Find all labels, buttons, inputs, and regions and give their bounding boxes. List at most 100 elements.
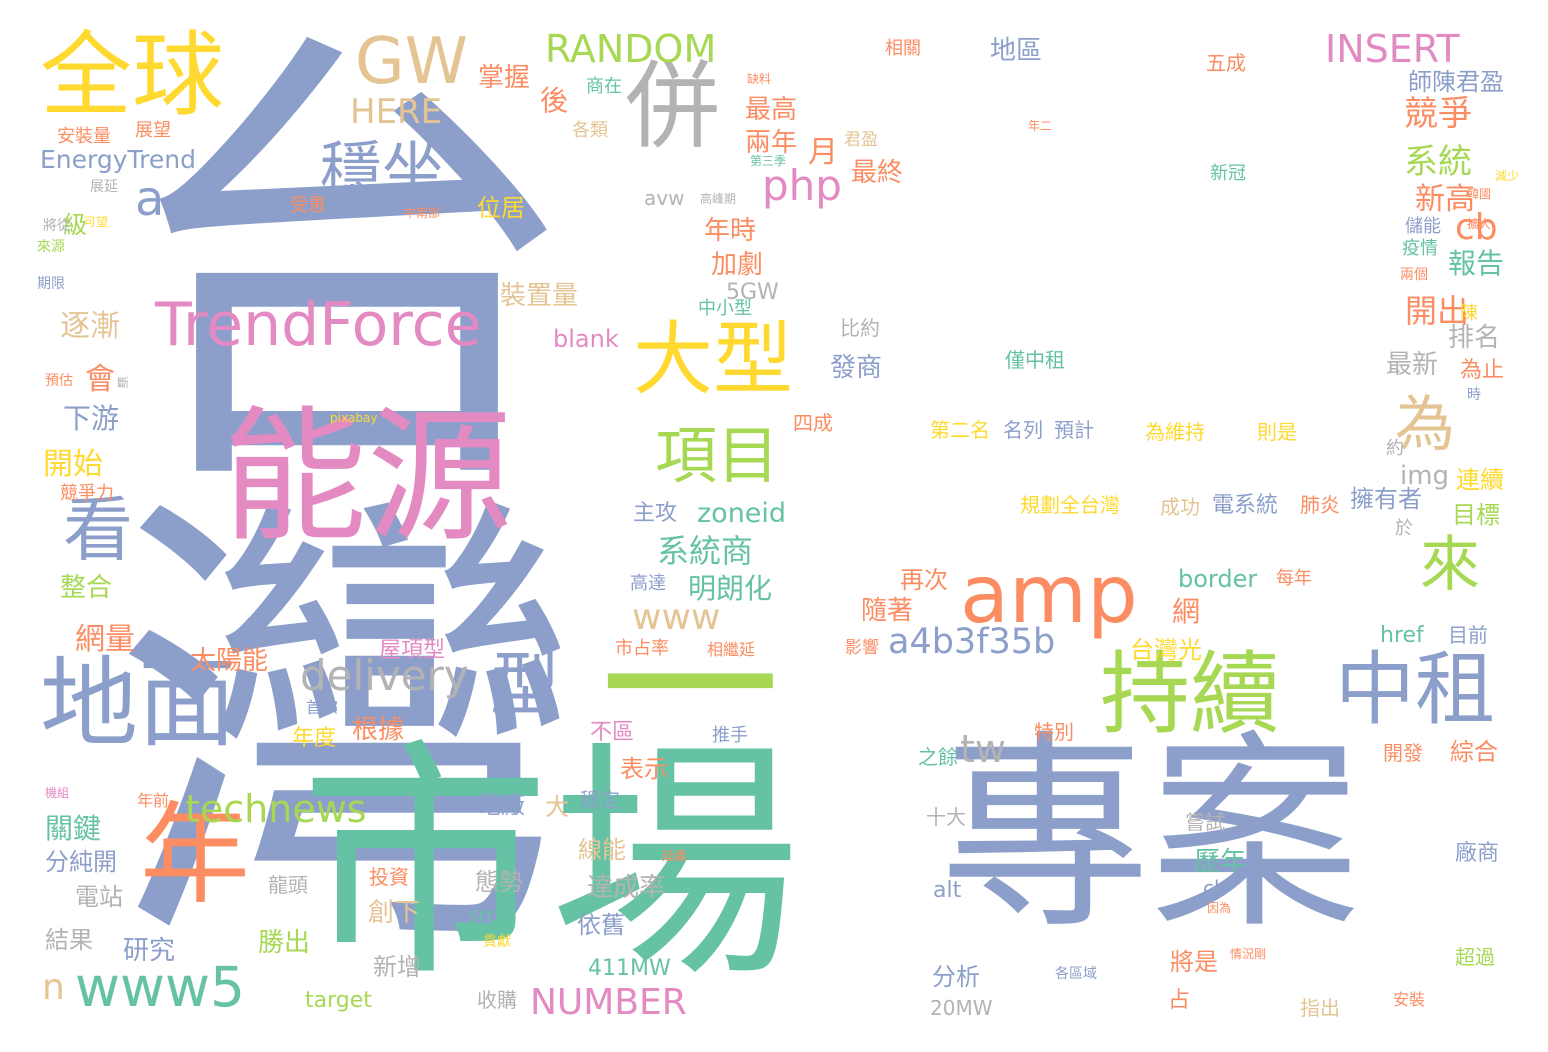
word-578b: 型 [490, 644, 560, 726]
word-5e025834: 市場 [300, 719, 800, 1010]
word-97d3570b: 韓國 [1467, 187, 1492, 201]
word-5ef67e8c: 延續 [662, 849, 687, 863]
word-6210529f: 成功 [1160, 495, 1200, 519]
word-98108a08: 預計 [1054, 418, 1094, 442]
word-56178a66: 嘗試 [1185, 810, 1225, 834]
word-href: href [1380, 623, 1424, 648]
word-5c07662f: 將是 [1170, 948, 1218, 976]
word-4e3b653b: 主攻 [633, 501, 678, 526]
word-4f866e90: 來源 [37, 239, 65, 255]
word-53d760e0: 受惠 [290, 195, 326, 216]
word-5831544a: 報告 [1448, 247, 1505, 280]
word-99965b97: 首宗 [306, 698, 339, 717]
word-52066790: 分析 [932, 963, 980, 991]
word-5169500b: 兩個 [1400, 267, 1428, 283]
word-insert: INSERT [1325, 27, 1460, 71]
word-7d9c5408: 綜合 [1450, 738, 1498, 766]
word-4e0d5340: 不區 [590, 720, 635, 745]
word-65b09ad8: 新高 [1415, 182, 1475, 217]
word-90237e8c: 連續 [1456, 466, 1504, 494]
word-72795225: 特別 [1034, 720, 1074, 744]
word-4e2d535790e8: 中南部 [404, 206, 441, 220]
word-number: NUMBER [530, 982, 687, 1023]
word-65b0589e: 新增 [373, 953, 421, 981]
word-a: a [135, 171, 165, 227]
word-76f87e7c5ef6: 相繼延 [707, 640, 756, 659]
word-70ba7dad6301: 為維持 [1145, 420, 1205, 444]
word-5f7197ff: 影響 [845, 638, 879, 658]
word-7d1a: 級 [63, 211, 87, 239]
word-770b: 看 [63, 489, 133, 571]
word-7af6722d529b: 競爭力 [60, 483, 114, 504]
word-5c086848: 專案 [940, 712, 1361, 957]
word-7d04: 約 [1386, 438, 1404, 459]
word-7d50679c: 結果 [45, 926, 93, 954]
word-5gw: 5GW [726, 280, 779, 305]
word-4e2d79df: 中租 [1335, 643, 1495, 736]
word-5c4b9805578b: 屋項型 [379, 638, 446, 663]
word-border: border [1178, 565, 1258, 593]
word-7cfb7d71: 系統 [1404, 142, 1472, 182]
word-5e74: 年 [140, 791, 250, 919]
word-6a5f7d44: 機組 [45, 786, 70, 800]
word-53415927: 十大 [926, 805, 966, 829]
word-5927578b: 大型 [633, 313, 793, 406]
word-7af6722d: 競爭 [1404, 94, 1472, 134]
word-5c1a672a: 尚未 [437, 286, 473, 307]
word-tw: tw [960, 727, 1006, 771]
word-8ca2737b: 貢獻 [483, 934, 511, 950]
word-4e2d5c0f578b: 中小型 [698, 298, 752, 319]
word-65b7: 斷 [117, 376, 130, 390]
word-52a05287: 加劇 [711, 250, 764, 280]
word-513280fd: 儲能 [1405, 216, 1441, 237]
word-target: target [305, 988, 372, 1013]
word-96fb7ad9: 電站 [75, 883, 123, 911]
word-4f75: 併 [625, 52, 721, 162]
word-6bd47d04: 比約 [840, 316, 880, 340]
word-411mw: 411MW [588, 956, 671, 981]
word-5b8988dd: 安裝 [1393, 990, 1426, 1009]
word-pixabay: pixabay [330, 411, 378, 425]
word-958b767c: 開發 [1383, 741, 1423, 765]
word-592a967d80fd: 太陽能 [190, 646, 269, 676]
word-70ba6b62: 為止 [1460, 358, 1505, 383]
word-amp: amp [960, 548, 1138, 641]
word-5e2b9673541b76c8: 師陳君盈 [1408, 68, 1504, 96]
word-zoneid: zoneid [697, 498, 787, 529]
word-20mw: 20MW [930, 996, 993, 1020]
word-blank: blank [553, 325, 619, 353]
word-88dd7f6e91cf: 裝置量 [500, 281, 579, 311]
word-5404534057df: 各區域 [1055, 966, 1097, 982]
word-51695e74: 兩年 [745, 128, 798, 158]
word-4f9d820a: 依舊 [577, 911, 625, 939]
word-php: php [762, 161, 842, 210]
word-cb: cb [1455, 207, 1498, 248]
word-4e946210: 五成 [1206, 51, 1246, 75]
word-52dd51fa: 勝出 [258, 928, 311, 958]
word-96fb7cfb7d71: 電系統 [1212, 493, 1279, 518]
word-9ad85cf0671f: 高峰期 [700, 192, 737, 206]
word-52067d14958b: 分純開 [45, 848, 117, 876]
word-5927: 大 [545, 793, 569, 821]
word-540d5217: 名列 [1003, 418, 1043, 442]
word-6642: 時 [1467, 387, 1481, 403]
word-a4b3f35b: a4b3f35b [888, 622, 1056, 662]
word-50c54e2d79df: 僅中租 [1005, 348, 1065, 372]
word-57309762: 地面 [40, 647, 237, 761]
word-518d6b21: 再次 [900, 566, 948, 594]
word-7b2c4e8c540d: 第二名 [930, 418, 990, 442]
word-7cfb7d715546: 系統商 [657, 532, 754, 570]
word-78147a76: 研究 [123, 936, 176, 966]
word-5404985e: 各類 [572, 120, 608, 141]
word-5ee05546: 廠商 [1455, 841, 1500, 866]
word-5b8988dd91cf: 安裝量 [57, 126, 111, 147]
word-n: n [42, 967, 65, 1008]
word-6e1b5c11: 減少 [1495, 169, 1520, 183]
word-53f070635149: 台灣光 [1130, 636, 1202, 664]
word-5e746642: 年時 [704, 216, 757, 246]
word-90106f38: 逐漸 [60, 309, 120, 344]
word-70ba: 為 [1395, 390, 1455, 460]
word-7b2c4e095b63: 第三季 [750, 154, 787, 168]
word-4f4d5c45: 位居 [477, 194, 525, 222]
